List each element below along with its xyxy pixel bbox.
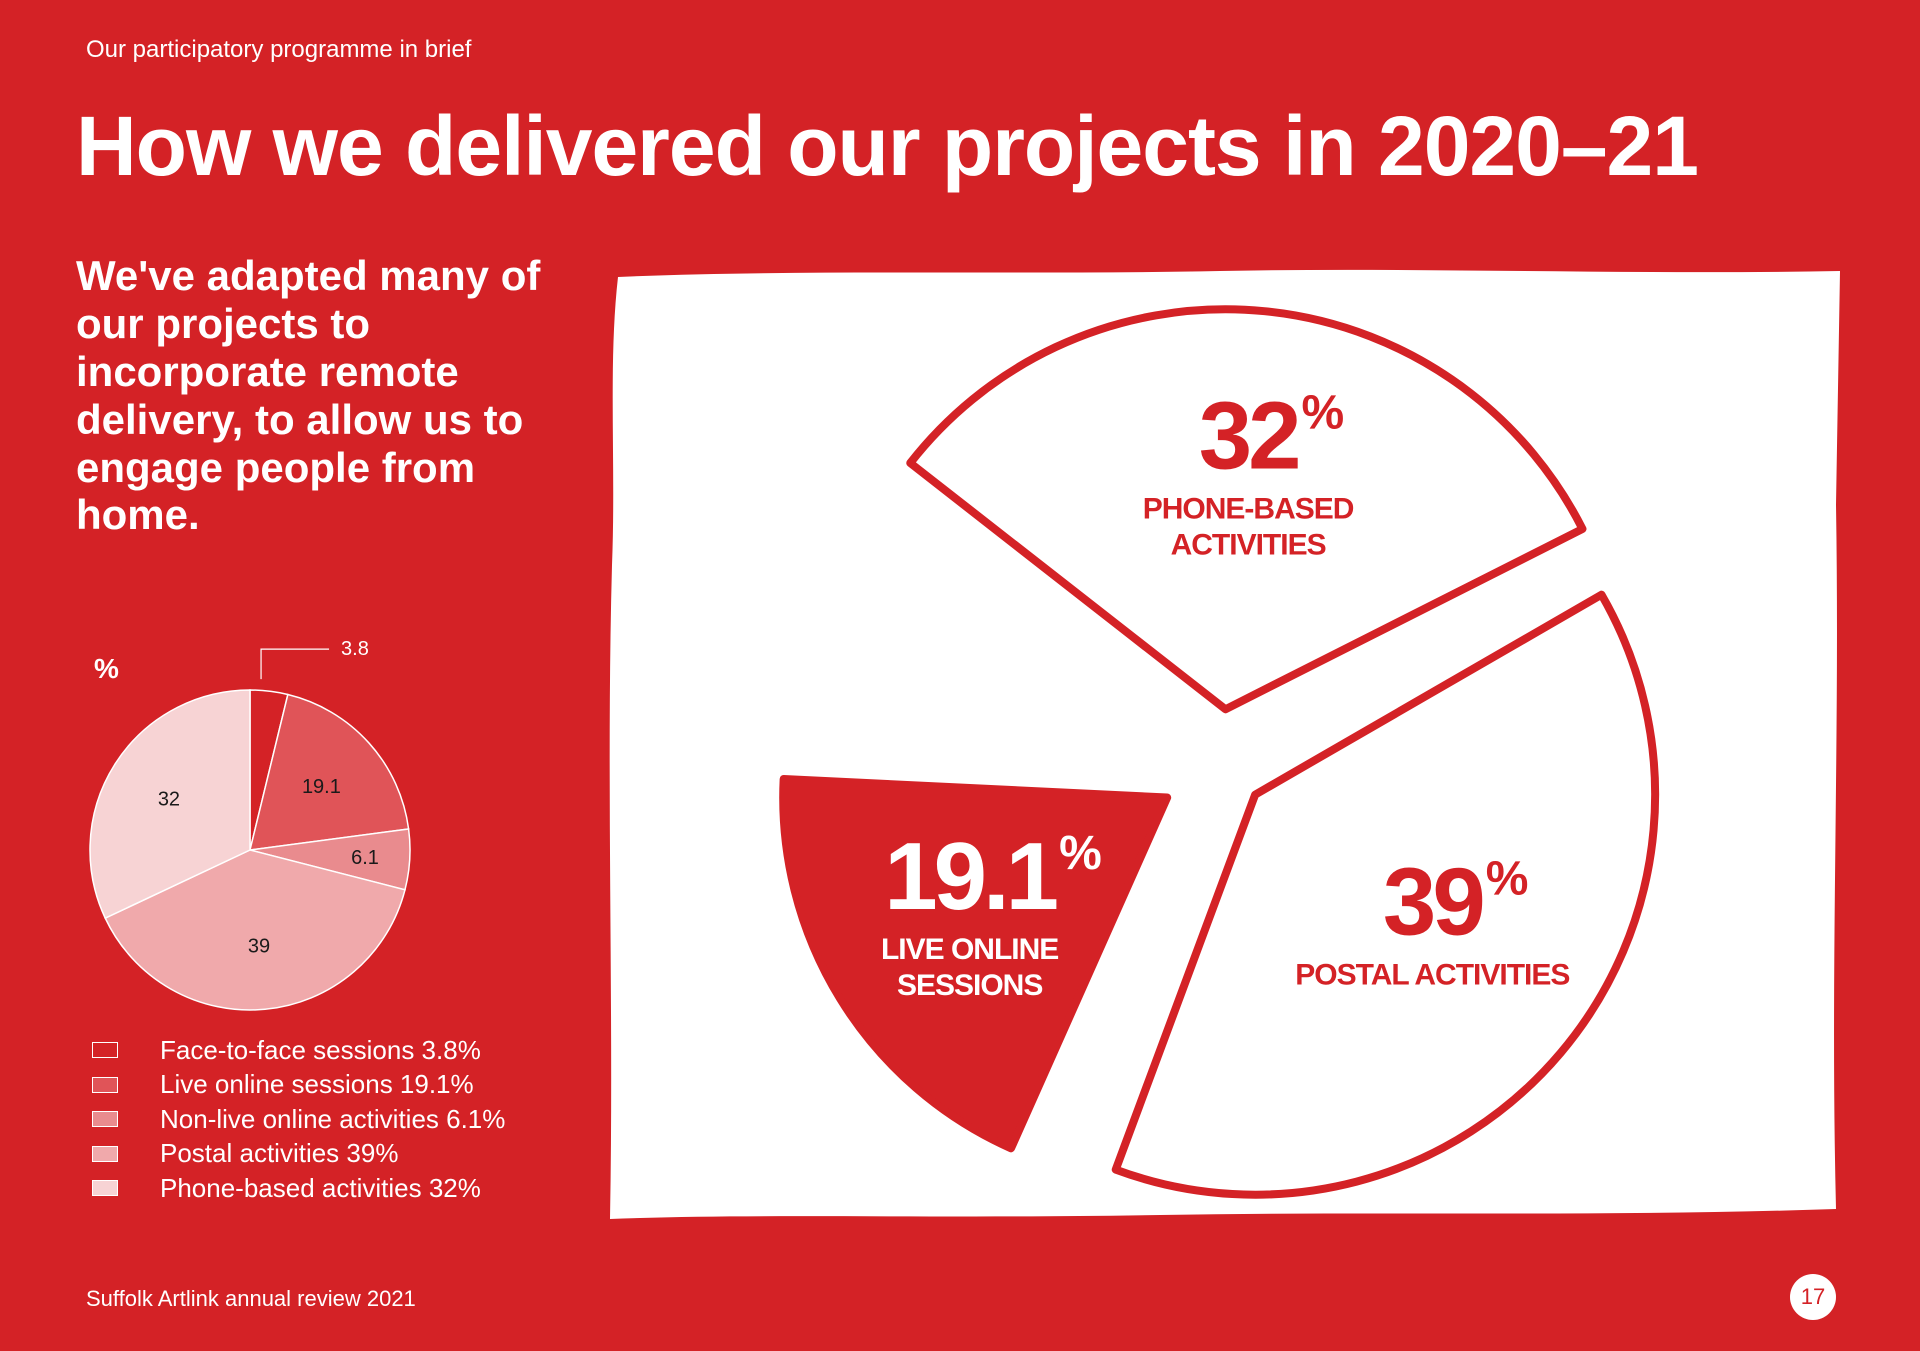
legend-item: Phone-based activities 32%: [92, 1171, 505, 1206]
slice-label: SESSIONS: [897, 969, 1042, 1002]
pie-data-label: 39: [248, 936, 270, 958]
pie-data-label: 3.8: [341, 638, 369, 660]
page-title: How we delivered our projects in 2020–21: [76, 99, 1699, 193]
slice-percent-sign: %: [1301, 386, 1344, 439]
pie-data-label: 32: [158, 789, 180, 811]
legend-item: Postal activities 39%: [92, 1137, 505, 1172]
legend-item: Live online sessions 19.1%: [92, 1068, 505, 1103]
pie-unit-label: %: [94, 653, 119, 684]
legend-swatch: [92, 1076, 118, 1093]
small-pie-chart: % 3.8 19.1 6.1 39 32: [89, 638, 411, 1011]
slice-label: LIVE ONLINE: [881, 933, 1058, 966]
legend-label: Live online sessions 19.1%: [160, 1069, 474, 1100]
pie-slice: [89, 689, 251, 920]
pie-slice: [249, 693, 410, 851]
legend-swatch: [92, 1111, 118, 1128]
slice-label: POSTAL ACTIVITIES: [1295, 958, 1569, 991]
footer-publication: Suffolk Artlink annual review 2021: [86, 1286, 416, 1311]
slice-shape: [906, 305, 1587, 714]
pie-data-label: 19.1: [302, 776, 341, 798]
legend-label: Postal activities 39%: [160, 1138, 399, 1169]
slice-shape: [1111, 590, 1660, 1199]
legend-label: Non-live online activities 6.1%: [160, 1103, 506, 1134]
slice-label: ACTIVITIES: [1171, 528, 1326, 561]
legend-item: Non-live online activities 6.1%: [92, 1102, 505, 1137]
legend-label: Phone-based activities 32%: [160, 1172, 481, 1203]
slice-shape: [779, 775, 1172, 1153]
slice-value: 32: [1199, 382, 1298, 489]
small-pie-legend: Face-to-face sessions 3.8% Live online se…: [92, 1033, 505, 1206]
pie-data-label: 6.1: [351, 847, 379, 869]
legend-label: Face-to-face sessions 3.8%: [160, 1034, 481, 1065]
legend-swatch: [92, 1145, 118, 1162]
illustrated-slice: 39 % POSTAL ACTIVITIES: [1111, 590, 1660, 1199]
slice-percent-sign: %: [1486, 852, 1529, 905]
pie-slice: [104, 849, 406, 1011]
slice-value: 39: [1383, 848, 1482, 955]
legend-item: Face-to-face sessions 3.8%: [92, 1033, 505, 1068]
slice-label: PHONE-BASED: [1143, 492, 1354, 525]
intro-text: We've adapted many of our projects to in…: [76, 252, 541, 539]
slice-percent-sign: %: [1059, 827, 1102, 880]
legend-swatch: [92, 1180, 118, 1197]
section-label: Our participatory programme in brief: [86, 36, 472, 63]
page-number: 17: [1790, 1274, 1836, 1320]
legend-swatch: [92, 1042, 118, 1059]
pie-leader-line: [260, 648, 330, 680]
slice-value: 19.1: [884, 823, 1056, 930]
